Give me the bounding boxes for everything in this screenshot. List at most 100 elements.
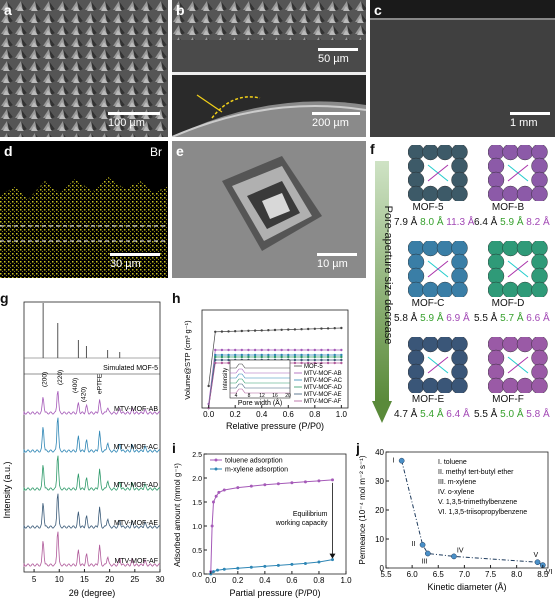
x-tick-label: 5 bbox=[32, 575, 37, 584]
mof-atom-cluster bbox=[436, 241, 454, 257]
y-tick-label: 2.0 bbox=[192, 476, 202, 483]
x-tick-label: 1.0 bbox=[336, 410, 348, 419]
adsorption-point bbox=[249, 565, 253, 569]
mof-structure-mof-5 bbox=[408, 145, 468, 201]
mof-atom-cluster bbox=[408, 157, 425, 175]
mof-atom-cluster bbox=[516, 281, 534, 297]
mof-atom-cluster bbox=[488, 349, 505, 367]
scale-bar-c: 1 mm bbox=[510, 112, 550, 129]
isotherm-line bbox=[208, 356, 342, 409]
mof-atom-cluster bbox=[436, 185, 454, 201]
mof-name: MOF-D bbox=[491, 298, 525, 309]
panel-d: d Br 30 µm bbox=[0, 141, 168, 278]
adsorption-point bbox=[210, 524, 214, 528]
mof-atom-cluster bbox=[488, 377, 505, 393]
inset-line bbox=[230, 373, 290, 379]
annotation-capacity: working capacity bbox=[275, 520, 328, 527]
panel-label-h: h bbox=[172, 290, 181, 306]
x-tick-label: 0.8 bbox=[313, 576, 325, 585]
y-tick-label: 1.5 bbox=[192, 500, 202, 507]
mof-atom-cluster bbox=[531, 281, 548, 297]
x-tick-label: 0.2 bbox=[230, 410, 242, 419]
x-tick-label: 0.8 bbox=[309, 410, 321, 419]
x-tick-label: 10 bbox=[55, 575, 64, 584]
mof-atom-cluster bbox=[531, 377, 548, 393]
mof-atom-cluster bbox=[488, 171, 505, 189]
sem-image-b bbox=[172, 0, 366, 137]
panel-label-j: j bbox=[356, 440, 360, 456]
panel-g: g Simulated MOF-5 MTV-MOF-AB MTV-MOF-AC MTV… bbox=[0, 290, 168, 606]
x-tick-label: 15 bbox=[80, 575, 89, 584]
x-tick-label: 8.0 bbox=[511, 570, 523, 579]
mof-atom-cluster bbox=[451, 281, 468, 297]
adsorption-point bbox=[214, 494, 218, 498]
legend-entry: IV. o-xylene bbox=[438, 489, 474, 496]
x-tick-label: 1.0 bbox=[340, 576, 352, 585]
mof-name: MOF-B bbox=[491, 202, 525, 213]
point-label: V bbox=[534, 552, 539, 559]
mof-atom-cluster bbox=[531, 267, 548, 285]
panel-label-e: e bbox=[176, 143, 184, 159]
adsorption-point bbox=[211, 570, 215, 574]
panel-label-i: i bbox=[172, 440, 176, 456]
permeance-point bbox=[419, 541, 426, 548]
plot-frame bbox=[23, 301, 161, 573]
point-label: VI bbox=[546, 569, 553, 576]
aperture-value: 5.8 Å bbox=[526, 409, 550, 420]
point-label: I bbox=[393, 458, 395, 465]
adsorption-point bbox=[263, 564, 267, 568]
panel-j: j I II III IV V VI I. toluene II. methyl tert-b… bbox=[356, 440, 555, 606]
mof-atom-cluster bbox=[488, 267, 505, 285]
panel-label-g: g bbox=[0, 290, 9, 306]
inset-line bbox=[230, 378, 290, 384]
panel-f: f Pore-aperture size decrease MOF-5 7.9 Å… bbox=[370, 141, 555, 441]
mof-apertures: 5.8 Å 5.9 Å 6.9 Å bbox=[394, 313, 470, 324]
mof-atom-cluster bbox=[408, 241, 425, 257]
mof-structure-mof-c bbox=[408, 241, 468, 297]
adsorption-point bbox=[211, 500, 215, 504]
scale-bar-e: 10 µm bbox=[317, 253, 357, 270]
peak-label: (220) bbox=[57, 370, 64, 385]
y-axis-label: Intensity (a.u.) bbox=[2, 461, 12, 518]
legend-label: MTV-MOF-AB bbox=[304, 371, 342, 377]
inset-tick: 4 bbox=[235, 393, 238, 399]
mof-name: MOF-C bbox=[411, 298, 445, 309]
x-tick-label: 0.0 bbox=[205, 576, 217, 585]
mof-atom-cluster bbox=[451, 253, 468, 271]
mof-atom-cluster bbox=[422, 281, 439, 297]
permeance-point bbox=[534, 559, 541, 566]
x-tick-label: 8.5 bbox=[537, 570, 549, 579]
aperture-value: 5.7 Å bbox=[500, 313, 527, 324]
scale-bar-b-top: 50 µm bbox=[318, 48, 358, 65]
adsorption-point bbox=[303, 480, 307, 484]
mof-name: MOF-E bbox=[411, 394, 445, 405]
peak-label: ePTFE bbox=[97, 373, 104, 394]
aperture-value: 5.8 Å bbox=[394, 313, 421, 324]
aperture-value: 5.9 Å bbox=[420, 313, 447, 324]
adsorption-point bbox=[249, 484, 253, 488]
mof-atom-cluster bbox=[531, 363, 548, 381]
mof-atom-cluster bbox=[436, 281, 454, 297]
aperture-line bbox=[427, 164, 449, 182]
mof-apertures: 7.9 Å 8.0 Å 11.3 Å bbox=[394, 217, 474, 228]
aperture-line bbox=[507, 164, 529, 182]
point-label: III bbox=[422, 559, 428, 566]
mof-name: MOF-F bbox=[492, 394, 524, 405]
legend-marker bbox=[214, 458, 218, 462]
aperture-value: 4.7 Å bbox=[394, 409, 421, 420]
adsorption-point bbox=[317, 560, 321, 564]
y-tick-label: 40 bbox=[375, 448, 384, 457]
x-tick-label: 0.6 bbox=[286, 576, 298, 585]
inset-line bbox=[230, 368, 290, 374]
sim-label: Simulated MOF-5 bbox=[103, 365, 158, 372]
legend-entry: II. methyl tert-butyl ether bbox=[438, 469, 514, 476]
mof-structure-mof-e bbox=[408, 337, 468, 393]
adsorption-point bbox=[317, 479, 321, 483]
scale-bar-a: 100 µm bbox=[108, 112, 160, 129]
xrd-series-label: MTV-MOF-AE bbox=[114, 520, 158, 527]
panel-label-a: a bbox=[4, 2, 12, 18]
mof-structure-mof-d bbox=[488, 241, 548, 297]
plot-frame bbox=[203, 453, 347, 575]
mof-apertures: 6.4 Å 5.9 Å 8.2 Å bbox=[474, 217, 550, 228]
